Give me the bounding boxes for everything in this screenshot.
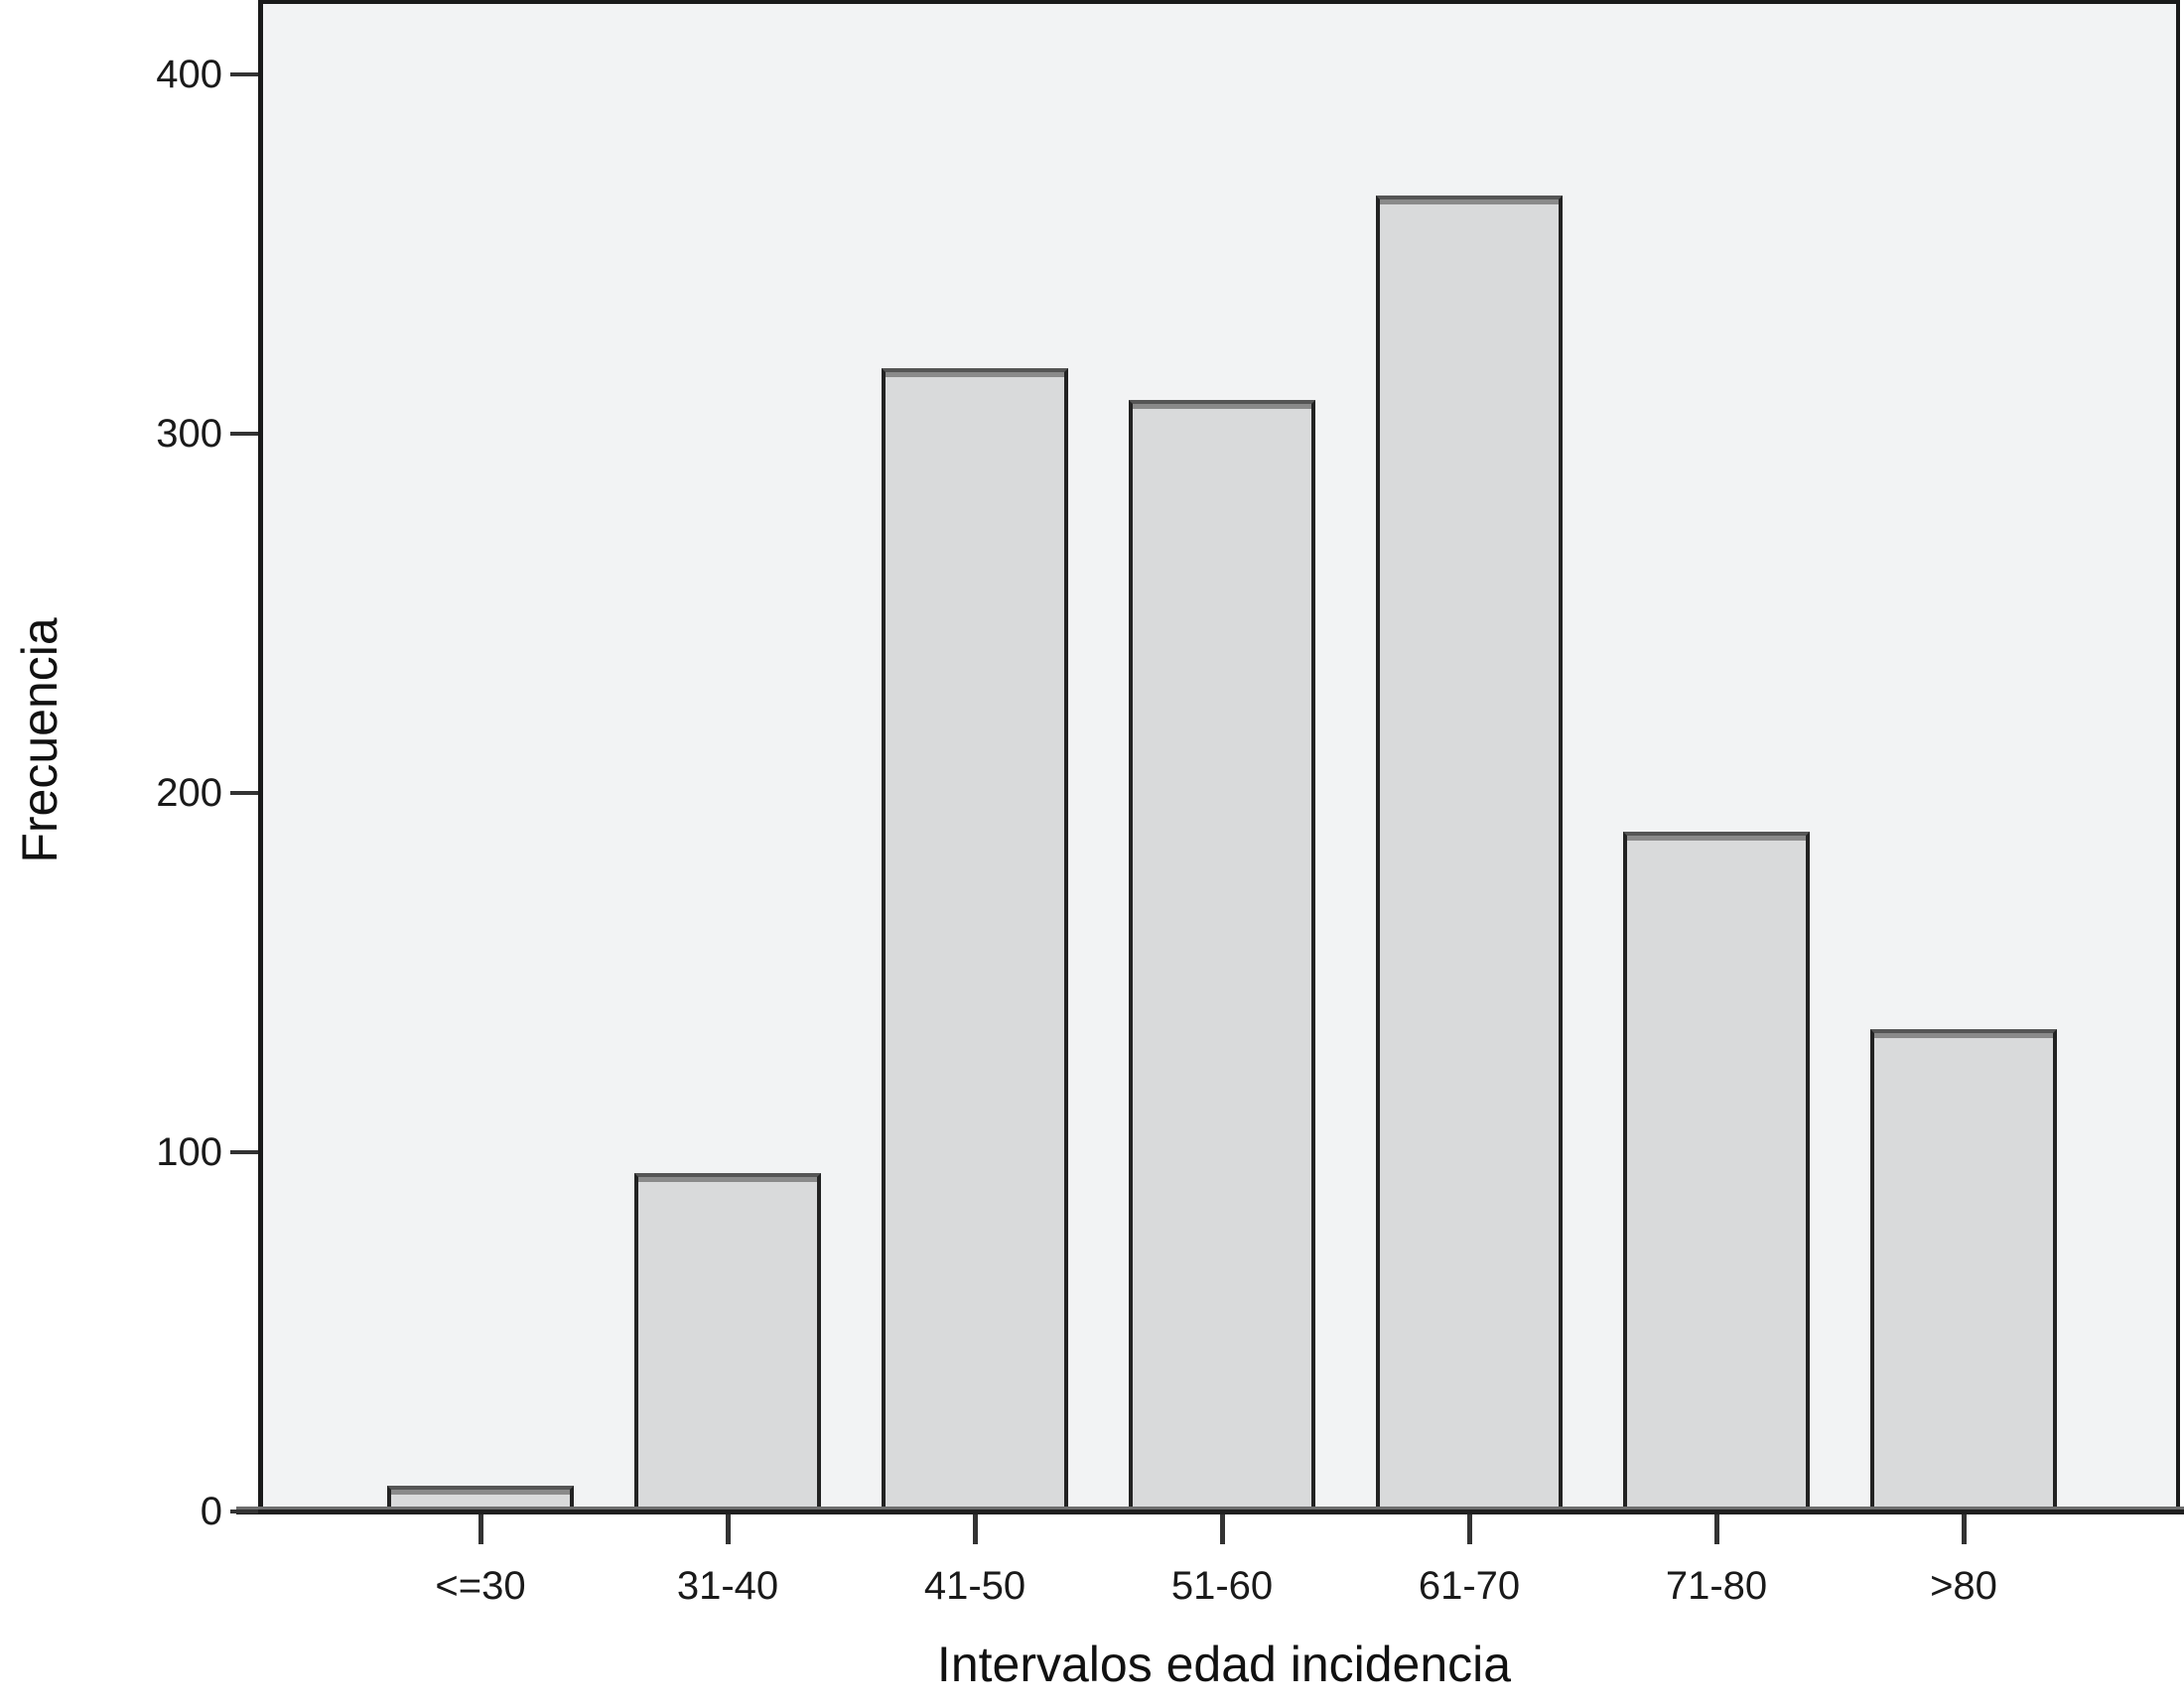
y-tick-mark	[230, 1150, 258, 1154]
x-tick-label: 71-80	[1665, 1564, 1768, 1608]
x-tick-label: >80	[1930, 1564, 1997, 1608]
x-axis-title: Intervalos edad incidencia	[936, 1637, 1512, 1692]
y-tick-mark	[230, 432, 258, 436]
y-tick-mark	[230, 791, 258, 795]
y-tick-label: 400	[156, 53, 222, 96]
y-tick-mark	[230, 1510, 258, 1513]
y-tick-label: 300	[156, 412, 222, 456]
bar	[634, 1172, 821, 1511]
bar	[882, 367, 1068, 1511]
x-tick-mark	[725, 1514, 731, 1544]
x-tick-mark	[1219, 1514, 1225, 1544]
bar-top-bevel	[886, 371, 1064, 377]
bar-top-bevel	[638, 1176, 817, 1182]
x-axis-line	[236, 1507, 2184, 1514]
x-tick-mark	[972, 1514, 978, 1544]
x-tick-label: 61-70	[1418, 1564, 1521, 1608]
bar-top-bevel	[391, 1489, 570, 1495]
bar	[1870, 1028, 2057, 1511]
x-tick-mark	[1466, 1514, 1472, 1544]
x-tick-label: 31-40	[676, 1564, 779, 1608]
y-axis-title: Frecuencia	[12, 617, 68, 863]
bar	[1623, 831, 1810, 1511]
x-tick-label: 51-60	[1170, 1564, 1274, 1608]
bar	[1129, 400, 1315, 1511]
x-tick-mark	[1713, 1514, 1719, 1544]
x-tick-mark	[1961, 1514, 1967, 1544]
bar	[1376, 196, 1563, 1511]
x-tick-mark	[478, 1514, 483, 1544]
bar-top-bevel	[1380, 199, 1559, 205]
x-tick-label: <=30	[435, 1564, 526, 1608]
y-tick-label: 100	[156, 1130, 222, 1174]
y-tick-label: 0	[200, 1490, 222, 1533]
x-tick-label: 41-50	[923, 1564, 1026, 1608]
y-tick-mark	[230, 72, 258, 76]
bar-top-bevel	[1627, 835, 1806, 841]
bar-top-bevel	[1133, 404, 1311, 410]
bar-top-bevel	[1874, 1032, 2053, 1038]
y-tick-label: 200	[156, 771, 222, 815]
